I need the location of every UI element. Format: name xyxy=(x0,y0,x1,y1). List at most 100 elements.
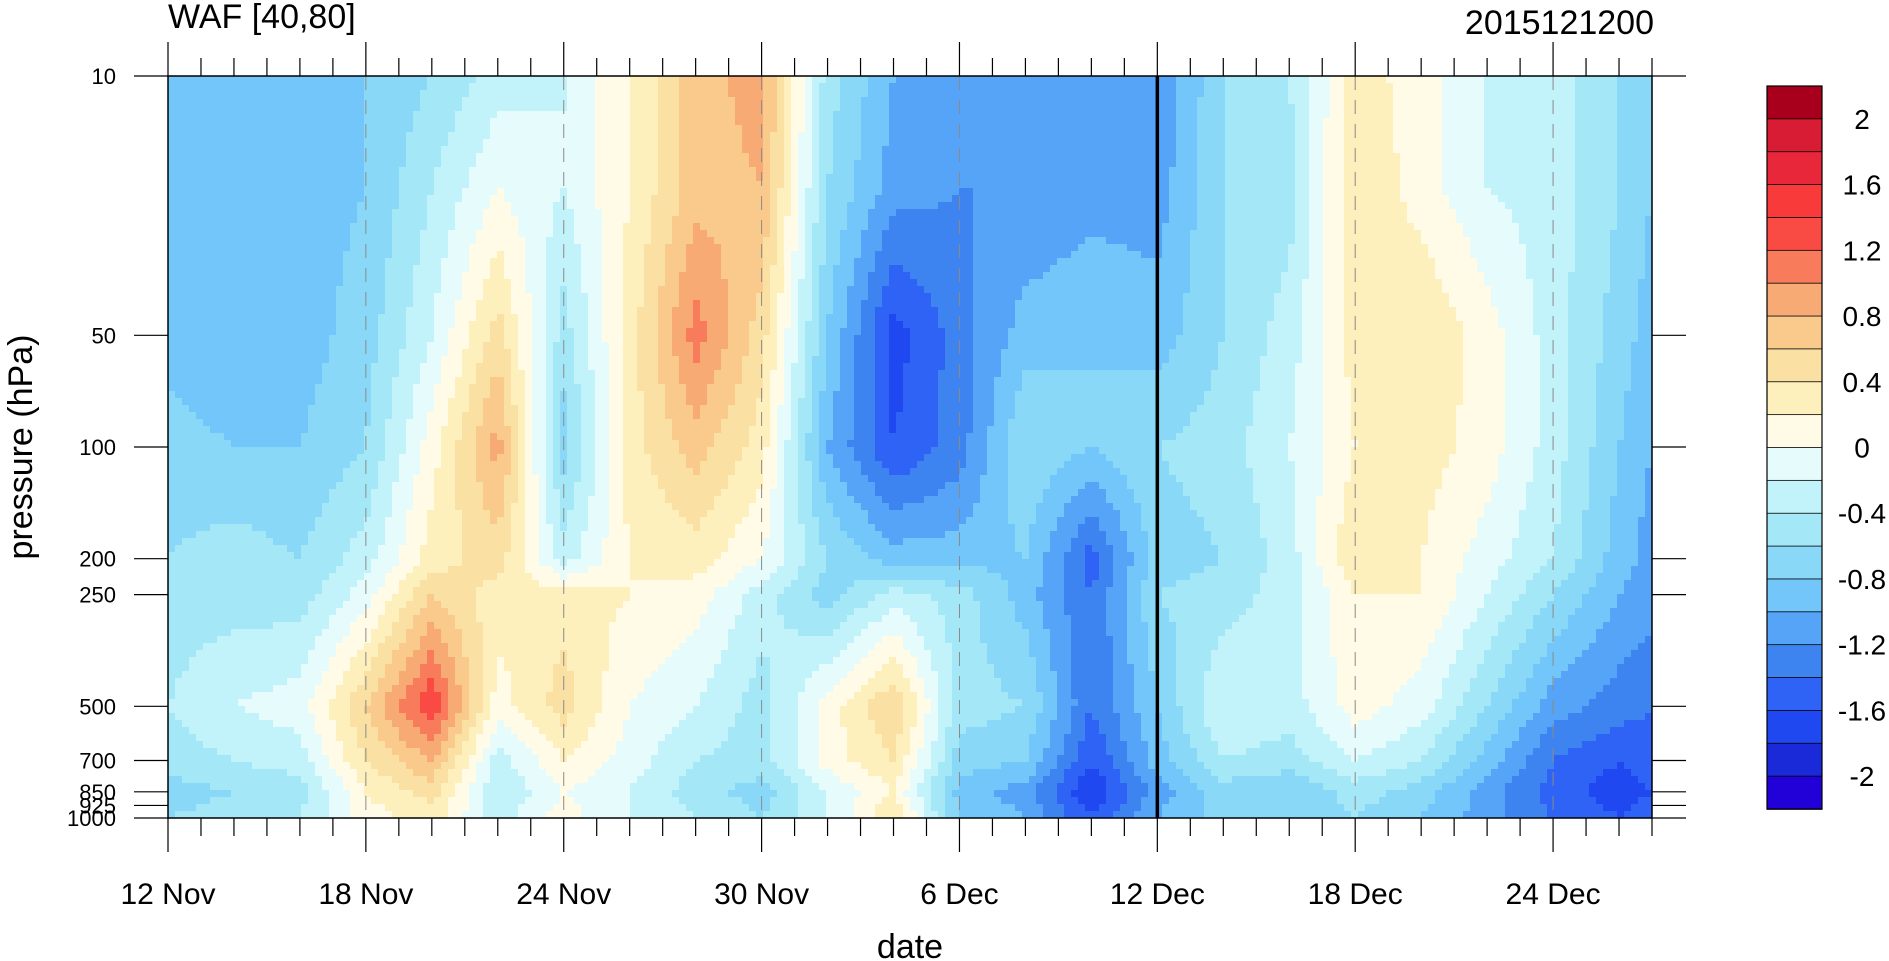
field-cell xyxy=(504,188,512,196)
field-cell xyxy=(1533,132,1541,140)
field-cell xyxy=(1169,195,1177,203)
field-cell xyxy=(1568,167,1576,175)
field-cell xyxy=(812,139,820,147)
field-cell xyxy=(1043,174,1051,182)
field-cell xyxy=(1533,223,1541,231)
field-cell xyxy=(896,118,904,126)
field-cell xyxy=(588,167,596,175)
field-cell xyxy=(896,181,904,189)
field-cell xyxy=(476,230,484,238)
field-cell xyxy=(1225,195,1233,203)
field-cell xyxy=(1176,216,1184,224)
field-cell xyxy=(945,216,953,224)
field-cell xyxy=(903,202,911,210)
field-cell xyxy=(959,195,967,203)
field-cell xyxy=(504,83,512,91)
field-cell xyxy=(630,125,638,133)
field-cell xyxy=(1337,97,1345,105)
field-cell xyxy=(973,174,981,182)
field-cell xyxy=(616,76,624,84)
field-cell xyxy=(847,160,855,168)
field-cell xyxy=(1533,216,1541,224)
field-cell xyxy=(1204,223,1212,231)
field-cell xyxy=(280,160,288,168)
field-cell xyxy=(1491,146,1499,154)
field-cell xyxy=(1631,118,1639,126)
field-cell xyxy=(819,181,827,189)
field-cell xyxy=(1169,125,1177,133)
field-cell xyxy=(1372,97,1380,105)
field-cell xyxy=(1477,188,1485,196)
field-cell xyxy=(945,181,953,189)
field-cell xyxy=(399,188,407,196)
field-cell xyxy=(1554,160,1562,168)
field-cell xyxy=(245,195,253,203)
field-cell xyxy=(952,237,960,245)
field-cell xyxy=(1001,202,1009,210)
field-cell xyxy=(1344,195,1352,203)
field-cell xyxy=(959,202,967,210)
field-cell xyxy=(1414,195,1422,203)
field-cell xyxy=(1057,174,1065,182)
field-cell xyxy=(1330,160,1338,168)
field-cell xyxy=(735,90,743,98)
field-cell xyxy=(434,104,442,112)
field-cell xyxy=(532,188,540,196)
field-cell xyxy=(707,104,715,112)
field-cell xyxy=(1414,83,1422,91)
field-cell xyxy=(385,76,393,84)
field-cell xyxy=(1561,209,1569,217)
field-cell xyxy=(700,230,708,238)
field-cell xyxy=(826,209,834,217)
field-cell xyxy=(259,209,267,217)
field-cell xyxy=(504,125,512,133)
field-cell xyxy=(819,125,827,133)
field-cell xyxy=(1071,209,1079,217)
field-cell xyxy=(959,104,967,112)
field-cell xyxy=(1134,223,1142,231)
field-cell xyxy=(287,230,295,238)
field-cell xyxy=(1603,97,1611,105)
field-cell xyxy=(588,237,596,245)
field-cell xyxy=(595,76,603,84)
field-cell xyxy=(574,209,582,217)
field-cell xyxy=(1449,209,1457,217)
field-cell xyxy=(175,146,183,154)
field-cell xyxy=(959,76,967,84)
field-cell xyxy=(903,90,911,98)
field-cell xyxy=(826,202,834,210)
field-cell xyxy=(483,209,491,217)
field-cell xyxy=(574,153,582,161)
field-cell xyxy=(364,181,372,189)
field-cell xyxy=(1505,223,1513,231)
field-cell xyxy=(1141,125,1149,133)
field-cell xyxy=(1057,118,1065,126)
field-cell xyxy=(644,97,652,105)
field-cell xyxy=(1113,216,1121,224)
field-cell xyxy=(1568,230,1576,238)
field-cell xyxy=(252,230,260,238)
field-cell xyxy=(448,195,456,203)
field-cell xyxy=(931,230,939,238)
field-cell xyxy=(1022,76,1030,84)
field-cell xyxy=(665,146,673,154)
field-cell xyxy=(1463,181,1471,189)
field-cell xyxy=(1512,188,1520,196)
field-cell xyxy=(196,76,204,84)
field-cell xyxy=(994,167,1002,175)
field-cell xyxy=(1463,111,1471,119)
field-cell xyxy=(749,125,757,133)
field-cell xyxy=(763,237,771,245)
field-cell xyxy=(1533,160,1541,168)
field-cell xyxy=(1099,111,1107,119)
field-cell xyxy=(1582,167,1590,175)
field-cell xyxy=(1456,97,1464,105)
field-cell xyxy=(406,160,414,168)
field-cell xyxy=(511,237,519,245)
field-cell xyxy=(777,202,785,210)
field-cell xyxy=(1015,146,1023,154)
field-cell xyxy=(294,237,302,245)
field-cell xyxy=(1442,181,1450,189)
field-cell xyxy=(1078,202,1086,210)
field-cell xyxy=(756,132,764,140)
